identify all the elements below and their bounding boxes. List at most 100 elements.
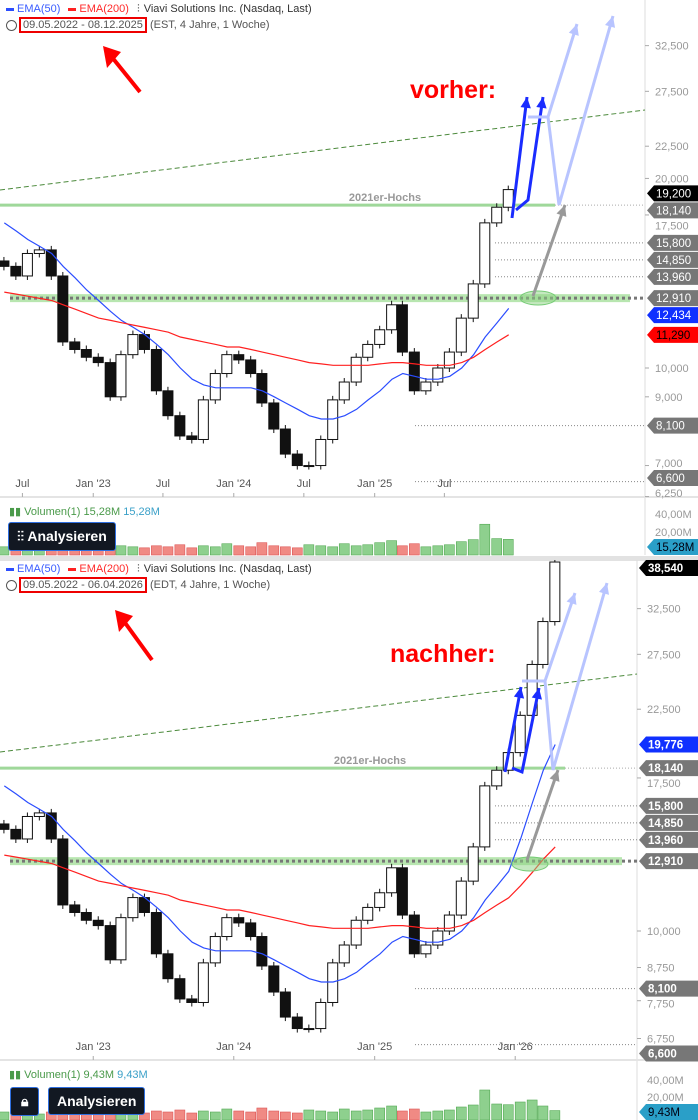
candle — [432, 930, 444, 946]
candle — [303, 465, 315, 468]
candle — [420, 381, 432, 392]
volume-bar — [409, 543, 420, 556]
arrow-head-icon — [536, 97, 547, 109]
candle — [162, 953, 174, 980]
candle — [268, 965, 280, 993]
panel-divider — [0, 556, 698, 561]
volume-label: Volumen(1) — [24, 506, 81, 518]
candle — [80, 911, 92, 921]
price-tag-label: 19,776 — [648, 740, 683, 752]
volume-tick-label: 20,00M — [655, 527, 692, 539]
price-tag — [647, 268, 698, 285]
candle — [386, 867, 398, 894]
price-tag — [639, 797, 698, 814]
candle — [57, 838, 69, 906]
annotation-before: vorher: — [410, 76, 497, 104]
x-tick-label: Jul — [15, 478, 29, 490]
annotation-after: nachher: — [390, 640, 496, 668]
analyse-button[interactable]: Analysieren — [48, 1087, 146, 1115]
volume-bar — [256, 1107, 268, 1120]
price-chart-svg[interactable]: 2021er-Hochs Jan '23 Jan '24 Jan '25 Jan '26… — [0, 560, 698, 1120]
volume-bar — [291, 1112, 303, 1120]
candle — [443, 351, 455, 369]
lock-icon: 🔒︎ — [21, 1093, 29, 1109]
price-tag-label: 18,140 — [648, 763, 683, 775]
volume-bar — [221, 543, 233, 556]
candle — [256, 373, 268, 404]
ema200-label: EMA(200) — [79, 563, 129, 575]
volume-bar — [420, 1111, 432, 1120]
candle — [57, 275, 69, 343]
chart-panel-before[interactable]: 2021er-Hochs Jul Jan '23 Jul Jan '24 Jul Jan '… — [0, 0, 698, 557]
price-tag — [647, 307, 698, 324]
red-pointer-arrow — [109, 54, 142, 94]
volume-bar — [467, 1104, 479, 1120]
chart-legend: EMA(50) EMA(200) ⫶ Viavi Solutions Inc. (Na… — [6, 3, 316, 33]
x-tick-label: Jul — [156, 478, 170, 490]
volume-bar — [386, 540, 397, 556]
volume-bar — [455, 1106, 467, 1120]
ema50-line — [3, 222, 510, 420]
volume-bar — [432, 1110, 444, 1120]
volume-bar — [397, 545, 408, 556]
x-tick-label: Jul — [297, 478, 311, 490]
analyse-label: Analysieren — [57, 1093, 137, 1109]
volume-bar — [245, 1111, 257, 1120]
volume-bar — [268, 1110, 280, 1120]
candle — [420, 944, 432, 955]
volume-bar — [139, 547, 150, 556]
candle — [502, 189, 514, 208]
candle — [127, 334, 139, 356]
volume-bar — [291, 547, 303, 556]
volume-bar — [432, 545, 444, 556]
y-tick-label: 27,500 — [655, 86, 689, 98]
volume-tick-label: 40,00M — [655, 509, 692, 521]
y-tick-label: 8,750 — [647, 963, 675, 975]
candle — [443, 914, 455, 932]
y-tick-label: 7,750 — [647, 999, 675, 1011]
volume-bar — [420, 546, 432, 556]
volume-bar — [198, 1110, 209, 1120]
volume-bar — [280, 1111, 291, 1120]
candle — [479, 785, 491, 848]
date-range[interactable]: 09.05.2022 - 08.12.2025 — [19, 17, 147, 33]
candles-icon: ⫶ — [136, 563, 140, 575]
candle — [10, 265, 22, 277]
volume-bar — [386, 1105, 397, 1120]
y-tick-label: 17,500 — [655, 220, 689, 232]
x-tick-label: Jan '25 — [357, 478, 392, 490]
candle — [245, 922, 257, 938]
candle — [374, 329, 386, 345]
candle — [279, 991, 291, 1018]
volume-bar — [479, 523, 491, 556]
candle — [150, 348, 162, 392]
volume-bar — [514, 1101, 526, 1120]
volume-bar — [233, 545, 245, 556]
price-tag — [647, 417, 698, 434]
volume-bar — [0, 1111, 10, 1120]
projection-arrow — [531, 204, 567, 297]
chart-panel-after[interactable]: 2021er-Hochs Jan '23 Jan '24 Jan '25 Jan '26… — [0, 560, 698, 1120]
arrow-head-icon — [566, 593, 577, 605]
price-chart-svg[interactable]: 2021er-Hochs Jul Jan '23 Jul Jan '24 Jul Jan '… — [0, 0, 698, 557]
candle — [45, 812, 57, 840]
trend-line — [0, 109, 646, 191]
clock-icon — [6, 19, 17, 31]
volume-tick-label: 40,00M — [647, 1075, 684, 1087]
date-range[interactable]: 09.05.2022 - 06.04.2026 — [19, 577, 147, 593]
arrow-head-icon — [513, 687, 525, 699]
volume-bar — [444, 1109, 455, 1120]
price-tag — [639, 736, 698, 753]
candle — [338, 944, 350, 964]
candle — [127, 897, 139, 919]
ema50-label: EMA(50) — [17, 563, 61, 575]
volume-bar — [303, 1109, 315, 1120]
candle — [408, 351, 420, 392]
volume-bar — [491, 1103, 503, 1120]
volume-bar — [209, 1111, 221, 1120]
analyse-button[interactable]: ⫶⫶ Analysieren — [8, 522, 116, 551]
candle — [350, 356, 362, 383]
candle — [21, 815, 33, 840]
price-tag-label: 15,800 — [656, 238, 691, 250]
lock-button[interactable]: 🔒︎ — [10, 1087, 40, 1116]
